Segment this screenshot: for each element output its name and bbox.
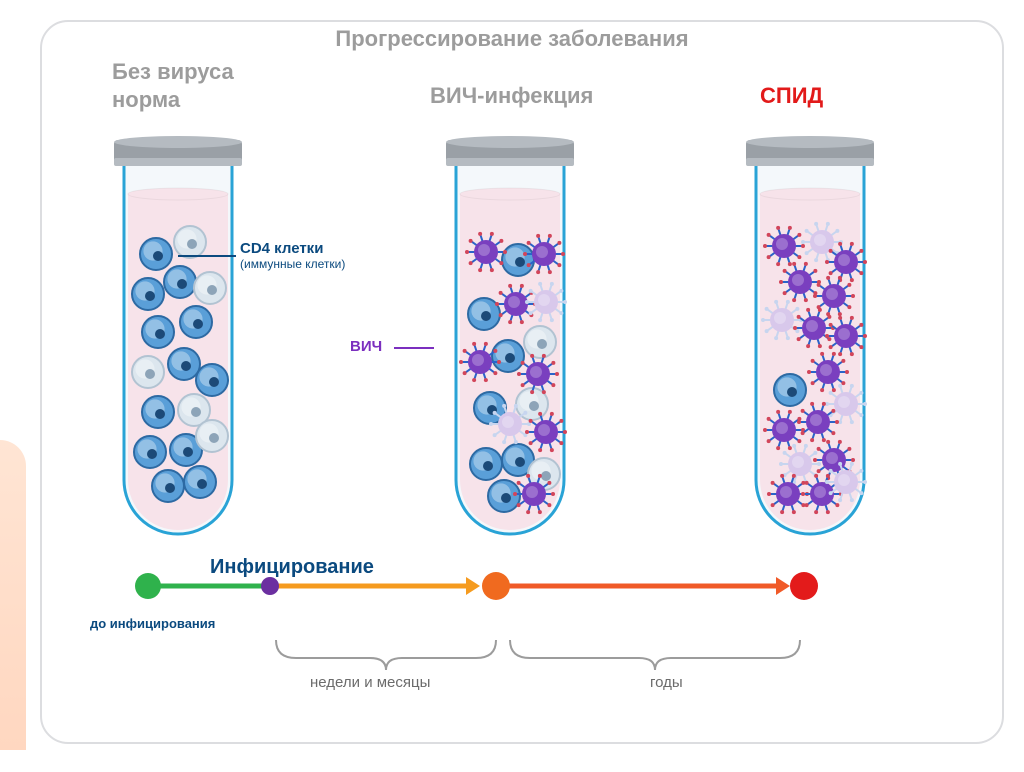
- timeline-weeks-label: недели и месяцы: [310, 674, 430, 691]
- timeline-infection-label: Инфицирование: [210, 556, 374, 579]
- timeline-before-label: до инфицирования: [90, 616, 215, 631]
- timeline: [0, 0, 1024, 772]
- timeline-years-label: годы: [650, 674, 683, 691]
